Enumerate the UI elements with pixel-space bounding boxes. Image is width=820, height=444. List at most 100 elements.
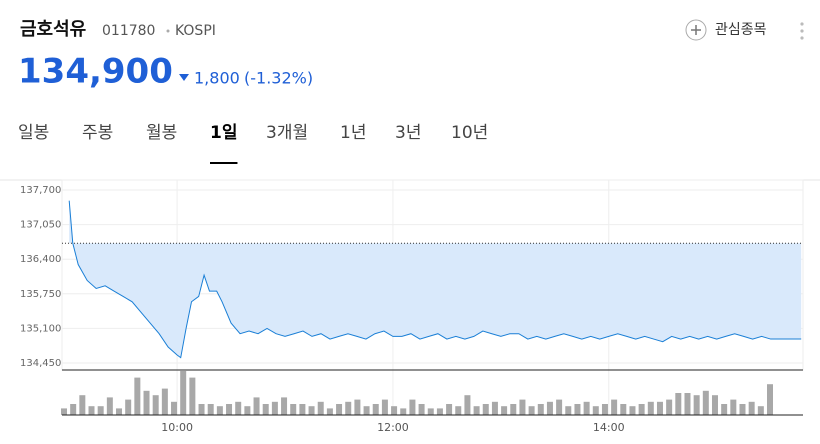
volume-bar [345, 401, 352, 415]
volume-bar [171, 401, 178, 415]
y-tick-label: 135,750 [20, 289, 61, 300]
volume-bar [565, 406, 572, 415]
y-tick-label: 135,100 [20, 323, 61, 334]
y-tick-label: 134,450 [20, 358, 61, 369]
x-tick-label: 14:00 [593, 421, 625, 434]
volume-bar [290, 404, 297, 415]
volume-bar [253, 397, 260, 415]
volume-bar [574, 404, 581, 415]
volume-bar [510, 404, 517, 415]
volume-bar [70, 404, 77, 415]
volume-bar [418, 404, 425, 415]
volume-bar [97, 406, 104, 415]
volume-bar [391, 406, 398, 415]
volume-bar [592, 406, 599, 415]
watch-button[interactable]: 관심종목 [715, 22, 767, 38]
volume-bar [711, 395, 718, 415]
volume-bar [767, 384, 773, 415]
volume-bar [409, 399, 416, 415]
tab[interactable]: 주봉 [82, 123, 113, 143]
volume-bar [299, 404, 306, 415]
volume-bar [134, 377, 141, 415]
tab[interactable]: 1년 [340, 123, 366, 143]
volume-bar [79, 395, 86, 415]
price: 134,900 [18, 52, 173, 92]
volume-bar [730, 399, 737, 415]
volume-bar [235, 401, 242, 415]
volume-bar [501, 406, 508, 415]
volume-bar [125, 399, 132, 415]
volume-bar [620, 404, 627, 415]
volume-bar [116, 408, 123, 415]
volume-bar [601, 404, 608, 415]
volume-bar [189, 377, 196, 415]
tab[interactable]: 월봉 [146, 123, 177, 143]
tab[interactable]: 3개월 [266, 123, 308, 143]
change: 1,800 [194, 69, 240, 88]
volume-bar [702, 390, 709, 415]
volume-bar [583, 401, 590, 415]
volume-bar [61, 408, 67, 415]
volume-bar [281, 397, 288, 415]
volume-bar [446, 404, 453, 415]
stock-name: 금호석유 [20, 19, 86, 40]
tab[interactable]: 3년 [395, 123, 421, 143]
volume-bar [757, 406, 764, 415]
volume-bar [611, 399, 618, 415]
volume-bar [381, 399, 388, 415]
volume-bar [161, 388, 168, 415]
volume-bar [473, 406, 480, 415]
volume-bar [207, 404, 214, 415]
watch-icon[interactable] [685, 19, 707, 41]
volume-bar [354, 399, 361, 415]
volume-bar [326, 408, 333, 415]
volume-bar [638, 404, 645, 415]
volume-bar [675, 393, 682, 415]
more-menu[interactable] [800, 22, 804, 40]
volume-bar [748, 401, 755, 415]
market: KOSPI [175, 23, 216, 39]
volume-bar [216, 406, 223, 415]
volume-bar [143, 390, 150, 415]
volume-bar [336, 404, 343, 415]
volume-bar [693, 395, 700, 415]
volume-bar [629, 406, 636, 415]
volume-bar [198, 404, 205, 415]
volume-bar [647, 401, 654, 415]
y-tick-label: 136,400 [20, 254, 61, 265]
tab[interactable]: 10년 [451, 123, 488, 143]
separator [166, 29, 170, 33]
area [69, 200, 802, 358]
volume-bar [308, 406, 315, 415]
volume-bar [244, 406, 251, 415]
volume-bar [656, 401, 663, 415]
volume-bar [106, 397, 113, 415]
volume-bar [519, 399, 526, 415]
volume-bar [491, 401, 498, 415]
volume-bar [684, 393, 691, 415]
volume-bar [436, 408, 443, 415]
volume-bar [482, 404, 489, 415]
volume-bar [317, 401, 324, 415]
volume-bar [88, 406, 95, 415]
volume-bar [152, 395, 159, 415]
tab[interactable]: 일봉 [18, 123, 49, 143]
volume-bar [180, 371, 187, 415]
y-tick-label: 137,700 [20, 185, 61, 196]
change-rate: (-1.32%) [244, 69, 313, 88]
y-tick-label: 137,050 [20, 220, 61, 231]
volume-bar [556, 399, 563, 415]
down-arrow [179, 74, 189, 81]
stock-code: 011780 [102, 23, 155, 39]
volume-bar [271, 401, 278, 415]
volume-bar [721, 404, 728, 415]
volume-bar [528, 406, 535, 415]
volume-bar [666, 399, 673, 415]
volume-bar [546, 401, 553, 415]
plus [691, 25, 701, 35]
volume-bar [363, 406, 370, 415]
volume-bar [226, 404, 233, 415]
tab[interactable]: 1일 [210, 123, 237, 143]
